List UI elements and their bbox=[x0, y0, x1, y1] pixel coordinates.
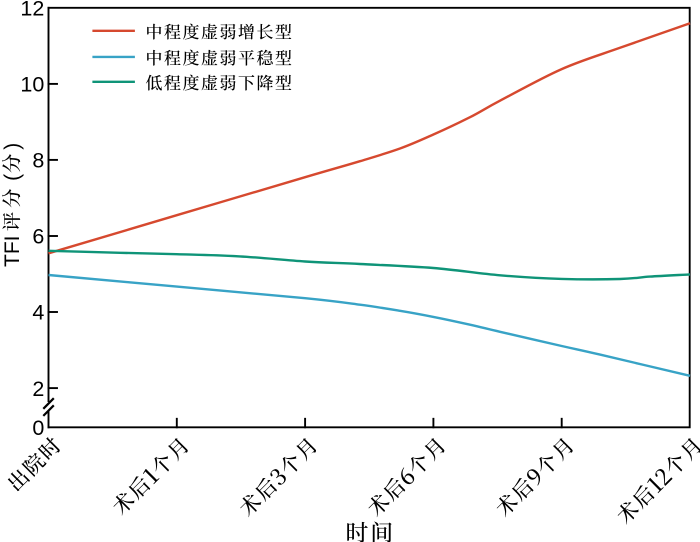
svg-text:0: 0 bbox=[32, 416, 44, 440]
svg-text:TFI: TFI bbox=[1, 236, 24, 268]
svg-text:4: 4 bbox=[32, 301, 44, 325]
svg-text:): ) bbox=[1, 143, 24, 150]
svg-text:8: 8 bbox=[32, 149, 44, 173]
svg-text:2: 2 bbox=[32, 377, 44, 401]
svg-text:(: ( bbox=[1, 174, 24, 181]
svg-text:10: 10 bbox=[20, 73, 44, 97]
svg-text:6: 6 bbox=[32, 225, 44, 249]
svg-text:12: 12 bbox=[20, 0, 44, 21]
